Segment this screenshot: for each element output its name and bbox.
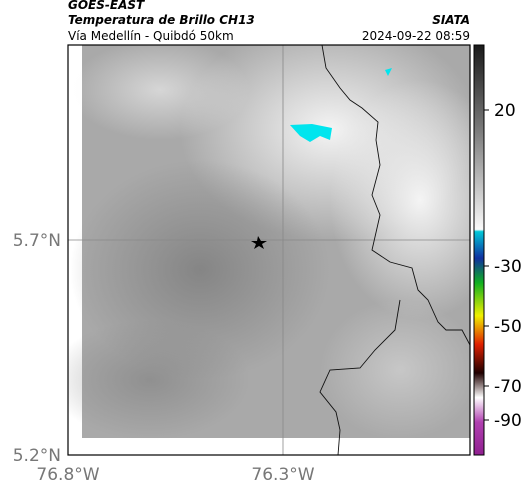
product-title: Temperatura de Brillo CH13 [68, 13, 255, 27]
satellite-image [68, 45, 470, 455]
colorbar-tick-label: 20 [494, 101, 516, 121]
colorbar-tick-label: -70 [494, 377, 522, 397]
timestamp: 2024-09-22 08:59 [362, 29, 470, 43]
satellite-name: GOES-EAST [68, 0, 145, 12]
agency-label: SIATA [432, 13, 470, 27]
lon-tick-label: 76.8°W [36, 465, 99, 485]
colorbar-ticks: 20 -30 -50 -70 -90 [484, 101, 522, 431]
lat-tick-label: 5.2°N [13, 446, 61, 466]
lat-tick-label: 5.7°N [13, 231, 61, 251]
lon-tick-label: 76.3°W [251, 465, 314, 485]
colorbar-tick-label: -30 [494, 257, 522, 277]
colorbar-tick-label: -90 [494, 411, 522, 431]
colorbar-tick-label: -50 [494, 317, 522, 337]
colorbar [473, 44, 485, 456]
region-label: Vía Medellín - Quibdó 50km [68, 29, 234, 43]
